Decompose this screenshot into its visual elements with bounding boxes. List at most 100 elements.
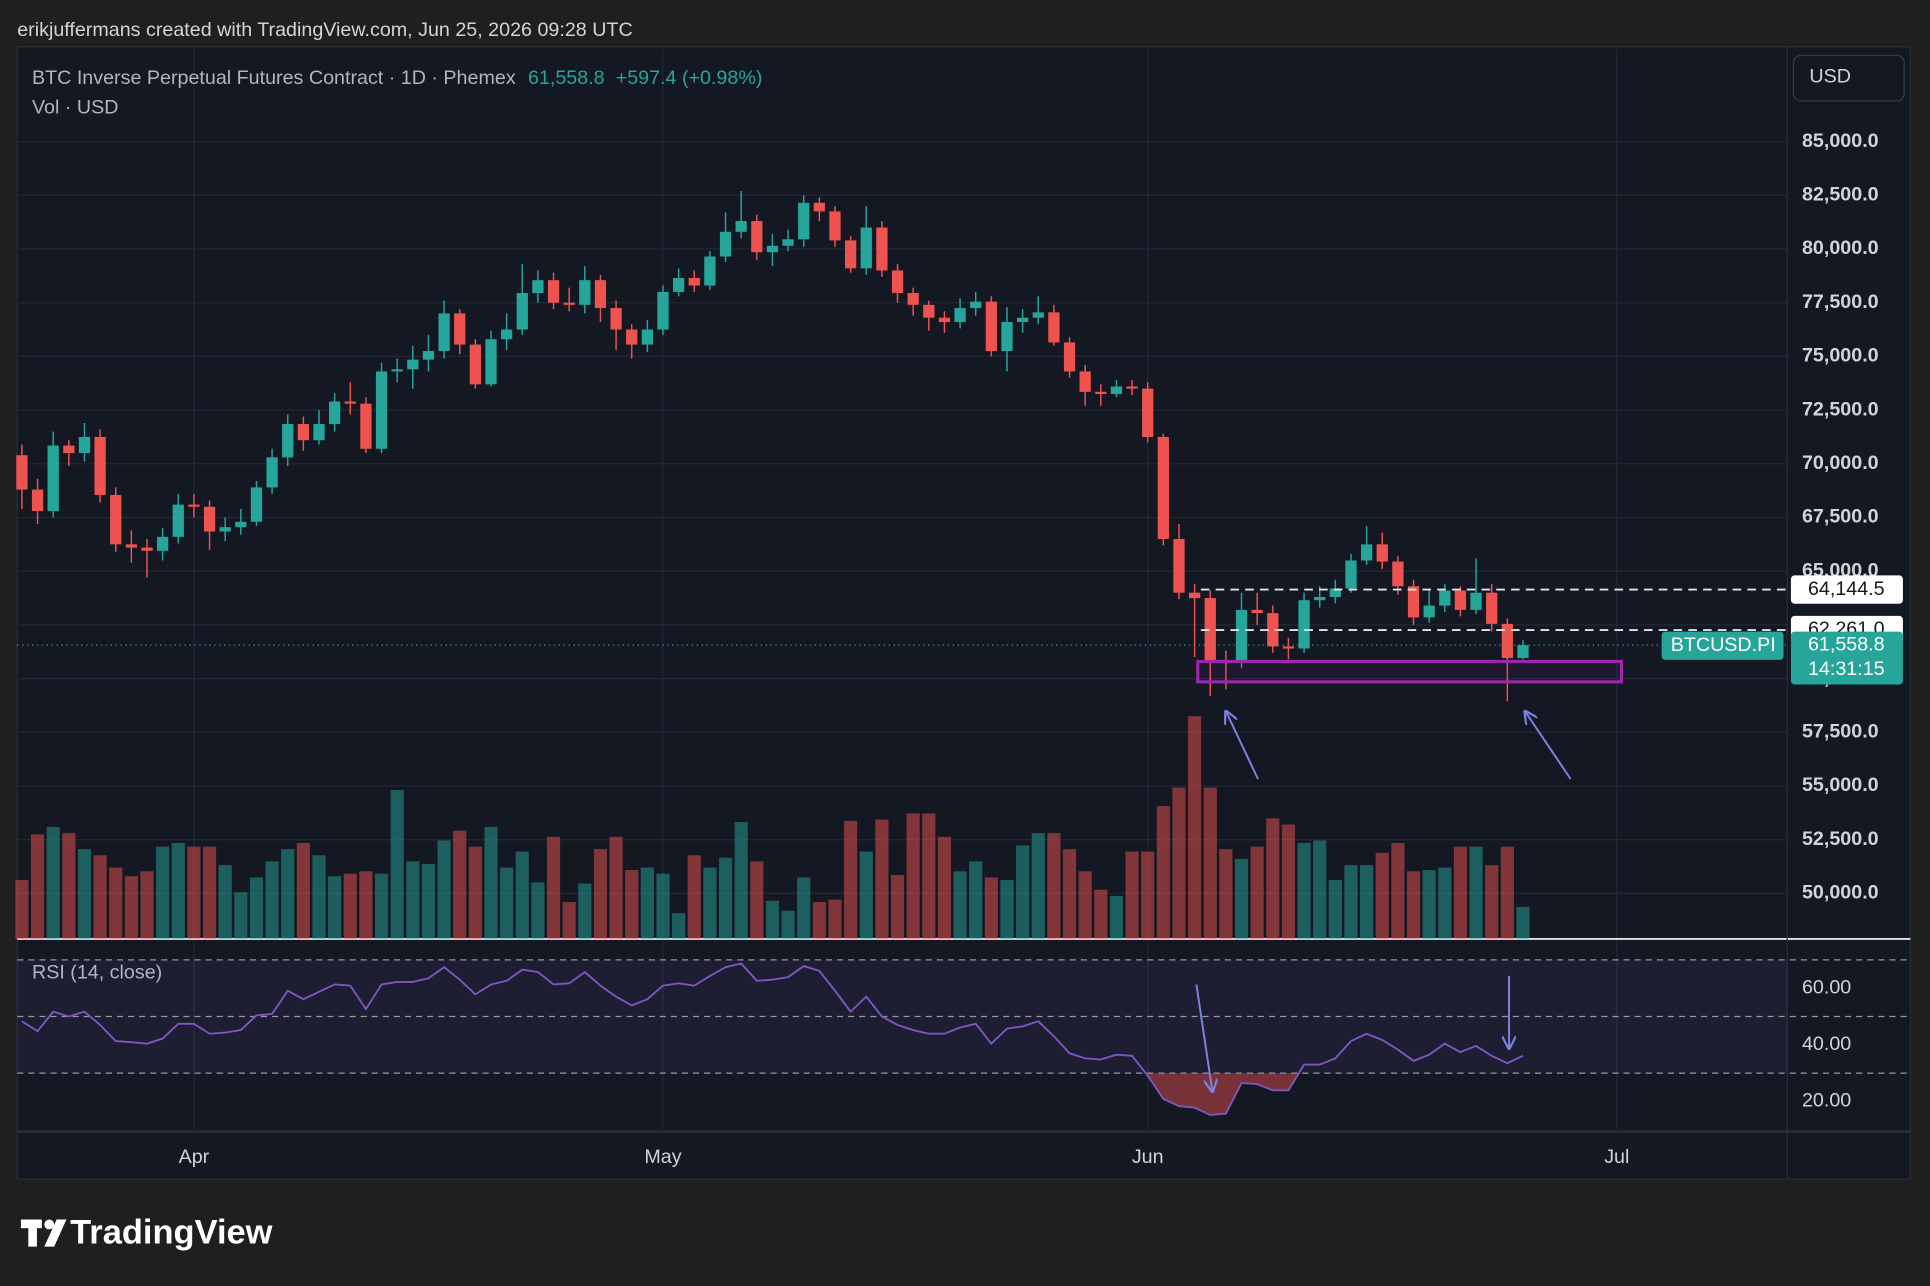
volume-bar: [1250, 846, 1264, 939]
candle-body: [1204, 598, 1216, 661]
candle-body: [813, 202, 825, 212]
arrow: [1226, 711, 1259, 780]
volume-bar: [953, 871, 967, 939]
candle-body: [360, 403, 372, 449]
plot-layer: 50,000.052,500.055,000.057,500.060,000.0…: [15, 46, 1911, 1179]
candle-body: [1095, 391, 1107, 394]
volume-bar: [312, 855, 326, 939]
legend-price: 61,558.8: [528, 67, 605, 89]
rsi-tick-label: 60.00: [1802, 976, 1851, 998]
candle-body: [1360, 544, 1373, 561]
volume-bar: [1391, 842, 1405, 939]
volume-bar: [1219, 849, 1233, 939]
candle-body: [344, 401, 356, 404]
volume-bar: [1125, 851, 1139, 939]
volume-bar: [187, 846, 201, 939]
volume-bar: [734, 822, 748, 939]
legend-title: BTC Inverse Perpetual Futures Contract ·…: [32, 67, 516, 89]
candle-body: [1345, 560, 1357, 589]
volume-bar: [1078, 871, 1092, 939]
volume-bar: [750, 861, 764, 939]
x-tick-label: Apr: [179, 1146, 210, 1168]
level-tag: [1790, 575, 1903, 604]
volume-bar: [1344, 865, 1358, 939]
symbol-tag: [1661, 631, 1784, 660]
candle-body: [860, 227, 872, 269]
volume-bar: [1500, 846, 1514, 939]
volume-bar: [500, 867, 514, 939]
volume-bar: [124, 876, 138, 939]
volume-bar: [1422, 870, 1436, 939]
y-tick-label: 67,500.0: [1802, 506, 1879, 528]
volume-bar: [890, 874, 905, 939]
candle-body: [766, 245, 779, 253]
volume-bar: [984, 877, 998, 939]
countdown-label: 14:31:15: [1808, 658, 1885, 680]
volume-bar: [421, 863, 436, 939]
volume-bar: [93, 855, 107, 939]
volume-bar: [656, 873, 670, 939]
candle-body: [876, 227, 888, 271]
candle-body: [907, 293, 919, 305]
volume-bar: [343, 873, 357, 939]
candle-body: [673, 277, 685, 292]
candle-body: [1048, 312, 1060, 343]
volume-bar: [1109, 895, 1124, 939]
candle-body: [938, 317, 951, 323]
volume-bar: [46, 826, 60, 939]
volume-bar: [1016, 845, 1030, 939]
volume-bar: [922, 813, 936, 939]
volume-bar: [1266, 818, 1280, 939]
volume-bar: [609, 836, 623, 939]
candle-body: [954, 308, 966, 323]
volume-bar: [1360, 865, 1374, 939]
currency-label[interactable]: USD: [1809, 66, 1851, 88]
volume-bar: [1297, 842, 1311, 939]
candle-body: [1470, 592, 1482, 610]
rsi-line: [21, 962, 1524, 1116]
candle-body: [501, 329, 513, 340]
rsi-tick-label: 20.00: [1802, 1090, 1851, 1112]
volume-bar: [30, 834, 45, 939]
candle-body: [985, 301, 997, 352]
candle-body: [688, 277, 700, 286]
volume-bar: [781, 910, 795, 939]
candle-body: [1501, 623, 1513, 658]
volume-bar: [1281, 824, 1296, 939]
attribution: erikjuffermans created with TradingView.…: [17, 19, 632, 41]
logo-part: [44, 1219, 55, 1230]
legend-change: +597.4 (+0.98%): [616, 67, 763, 89]
volume-bar: [1485, 865, 1499, 939]
y-tick-label: 85,000.0: [1802, 130, 1879, 152]
candle-body: [1454, 590, 1467, 610]
y-tick-label: 55,000.0: [1802, 774, 1879, 796]
volume-bar: [1516, 906, 1530, 939]
candle-body: [1157, 436, 1169, 539]
candle-body: [1486, 592, 1498, 624]
candle-body: [594, 280, 607, 309]
volume-bar: [687, 855, 701, 939]
candle-body: [1142, 388, 1154, 437]
volume-bar: [765, 900, 780, 939]
candle-body: [1001, 322, 1013, 352]
volume-bar: [1406, 871, 1421, 939]
volume-bar: [906, 813, 920, 939]
currency-button[interactable]: [1792, 54, 1905, 102]
candle-body: [844, 240, 857, 269]
volume-bar: [828, 899, 842, 939]
candle-body: [1376, 544, 1388, 562]
candle-body: [704, 256, 716, 286]
candle-body: [751, 221, 763, 253]
volume-bar: [1234, 858, 1249, 939]
candle-body: [375, 371, 388, 449]
candle-body: [219, 527, 231, 532]
volume-bar: [1438, 867, 1452, 939]
candle-body: [454, 313, 466, 345]
volume-bar: [281, 849, 295, 939]
volume-bar: [140, 871, 154, 939]
candle-body: [1392, 561, 1404, 587]
level-tag-label: 64,144.5: [1808, 578, 1885, 600]
candle-body: [469, 344, 481, 385]
volume-bar: [1203, 787, 1217, 939]
volume-bar: [1188, 716, 1202, 939]
